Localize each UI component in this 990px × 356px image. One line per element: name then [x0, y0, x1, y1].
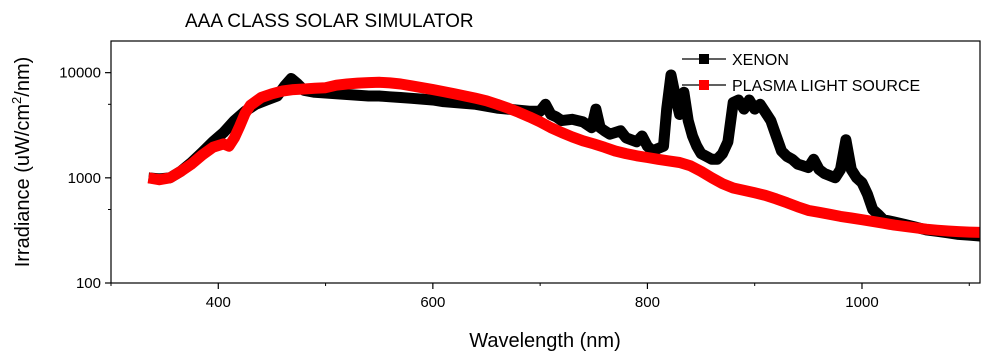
y-axis-title-superscript: 2 — [9, 97, 24, 104]
y-tick-label-1000: 1000 — [68, 170, 101, 187]
legend: XENON PLASMA LIGHT SOURCE — [682, 52, 920, 95]
series-line-xenon — [147, 69, 981, 242]
x-axis-title: Wavelength (nm) — [469, 330, 621, 352]
y-axis-title: Irradiance (uW/cm2/nm) — [9, 57, 34, 268]
y-tick-label-100: 100 — [76, 275, 101, 292]
legend-label-plasma: PLASMA LIGHT SOURCE — [732, 78, 920, 95]
legend-item-xenon: XENON — [682, 52, 789, 69]
legend-item-plasma: PLASMA LIGHT SOURCE — [682, 78, 920, 95]
y-axis-title-end: /nm) — [12, 57, 34, 97]
series-layer — [147, 69, 981, 242]
legend-marker-xenon — [699, 54, 709, 64]
y-tick-label-10000: 10000 — [59, 65, 101, 82]
x-tick-label-800: 800 — [635, 294, 660, 311]
ticks-layer: 400 600 800 1000 100 1000 10000 — [59, 65, 970, 311]
x-tick-label-600: 600 — [420, 294, 445, 311]
x-tick-label-400: 400 — [206, 294, 231, 311]
y-axis-title-main: Irradiance (uW/cm — [12, 104, 34, 267]
legend-marker-plasma — [699, 80, 709, 90]
plot-frame — [110, 40, 981, 284]
series-line-plasma-light-source — [147, 76, 981, 238]
chart-title: AAA CLASS SOLAR SIMULATOR — [185, 11, 474, 32]
legend-label-xenon: XENON — [732, 52, 789, 69]
x-tick-label-1000: 1000 — [845, 294, 878, 311]
